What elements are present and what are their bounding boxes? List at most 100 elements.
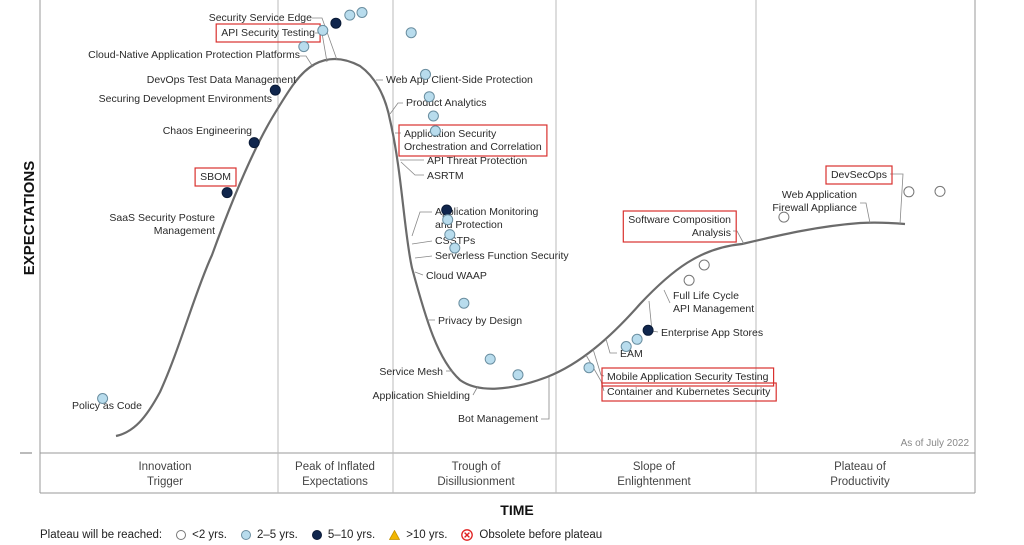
connector-full-life-cycle-api-management: [663, 289, 671, 304]
y-axis-title: EXPECTATIONS: [21, 161, 38, 275]
point-container-and-kubernetes-security: [620, 341, 632, 352]
phase-4-line2: Enlightenment: [617, 476, 691, 488]
legend-item-lt2: <2 yrs.: [176, 529, 227, 541]
phase-1-line1: Innovation: [138, 461, 191, 473]
connector-cloud-native-application-protection-platforms: [300, 55, 314, 68]
label-api-security-testing: API Security Testing: [221, 27, 315, 39]
as-of-note: As of July 2022: [901, 438, 970, 449]
label-chaos-engineering: Chaos Engineering: [163, 125, 252, 137]
point-policy-as-code: [97, 393, 109, 404]
connector-security-service-edge: [312, 17, 338, 61]
point-cloud-native-application-protection-platforms: [330, 17, 342, 29]
label-policy-as-code: Policy as Code: [72, 400, 142, 412]
red-x-circle-icon: [461, 529, 474, 541]
label-container-and-kubernetes-security: Container and Kubernetes Security: [607, 386, 771, 398]
connector-mobile-application-security-testing: [592, 348, 605, 377]
label-asrtm: ASRTM: [427, 170, 464, 182]
connector-api-security-testing: [315, 32, 328, 63]
legend-label-5to10: 5–10 yrs.: [327, 529, 376, 541]
point-chaos-engineering: [269, 84, 281, 96]
point-cloud-waap: [449, 242, 461, 254]
label-full-life-cycle-api-management: Full Life Cycle API Management: [673, 290, 754, 315]
point-asrtm: [429, 125, 441, 137]
point-application-security-orchestration-and-correlation: [423, 91, 435, 103]
point-mobile-application-security-testing: [631, 333, 643, 345]
dark-blue-circle-icon: [311, 530, 322, 540]
point-web-app-client-side-protection: [405, 27, 417, 39]
phase-1-line2: Trigger: [147, 476, 183, 488]
point-enterprise-app-stores: [683, 274, 695, 286]
point-application-monitoring-and-protection: [441, 204, 453, 216]
label-security-service-edge: Security Service Edge: [209, 12, 312, 24]
legend-item-gt10: >10 yrs.: [389, 529, 447, 541]
label-devops-test-data-management: DevOps Test Data Management: [147, 74, 296, 86]
light-blue-circle-icon: [240, 530, 251, 540]
connector-devsecops: [890, 173, 904, 225]
point-product-analytics: [420, 68, 431, 80]
label-connectors: [300, 17, 904, 420]
highlight-box-sbom: [194, 167, 237, 187]
label-service-mesh: Service Mesh: [379, 366, 443, 378]
connector-web-application-firewall-appliance: [860, 202, 871, 224]
point-web-application-firewall-appliance: [903, 186, 915, 198]
connector-application-shielding: [472, 385, 479, 396]
label-bot-management: Bot Management: [458, 413, 538, 425]
technology-points: [97, 7, 946, 404]
highlight-box-software-composition-analysis: [622, 210, 737, 243]
point-api-security-testing: [344, 9, 356, 21]
phase-5-line2: Productivity: [830, 476, 890, 488]
point-saas-security-posture-management: [221, 187, 233, 199]
legend-label-gt10: >10 yrs.: [406, 529, 448, 541]
phase-2-line1: Peak of Inflated: [295, 461, 375, 473]
point-privacy-by-design: [458, 297, 470, 309]
label-cloud-native-application-protection-platforms: Cloud-Native Application Protection Plat…: [88, 49, 300, 61]
point-application-shielding: [512, 369, 524, 381]
legend-label-obsolete: Obsolete before plateau: [479, 529, 603, 541]
x-axis-title: TIME: [500, 502, 533, 518]
label-devsecops: DevSecOps: [831, 169, 887, 181]
phase-3-line2: Disillusionment: [437, 476, 515, 488]
connector-software-composition-analysis: [733, 230, 745, 245]
label-serverless-function-security: Serverless Function Security: [435, 250, 569, 262]
point-bot-management: [583, 362, 595, 374]
phase-5-line1: Plateau of: [834, 461, 887, 473]
legend-item-5to10: 5–10 yrs.: [311, 529, 376, 541]
connector-serverless-function-security: [414, 255, 433, 259]
highlight-box-container-and-kubernetes-security: [601, 382, 777, 402]
label-web-application-firewall-appliance: Web Application Firewall Appliance: [772, 189, 857, 214]
point-api-threat-protection: [427, 110, 439, 122]
legend-title: Plateau will be reached:: [40, 529, 163, 541]
legend-label-2to5: 2–5 yrs.: [256, 529, 298, 541]
point-security-service-edge: [356, 7, 368, 18]
highlight-box-devsecops: [825, 165, 893, 185]
open-circle-icon: [176, 530, 187, 540]
phase-4-line1: Slope of: [633, 461, 676, 473]
legend-label-lt2: <2 yrs.: [192, 529, 227, 541]
highlight-box-application-security-orchestration-and-correlation: [398, 124, 548, 157]
label-product-analytics: Product Analytics: [406, 97, 487, 109]
connector-eam: [605, 338, 617, 354]
label-sbom: SBOM: [200, 171, 231, 183]
point-software-composition-analysis: [778, 211, 790, 223]
point-full-life-cycle-api-management: [698, 259, 710, 271]
label-web-app-client-side-protection: Web App Client-Side Protection: [386, 74, 533, 86]
point-sbom: [248, 137, 260, 149]
label-cloud-waap: Cloud WAAP: [426, 270, 487, 282]
label-enterprise-app-stores: Enterprise App Stores: [661, 327, 763, 339]
label-application-security-orchestration-and-correlation: Application Security Orchestration and Co…: [404, 128, 542, 153]
legend-item-obsolete: Obsolete before plateau: [461, 529, 602, 541]
phase-2-line2: Expectations: [302, 476, 368, 488]
technology-labels: Policy as Code SaaS Security Posture Manag…: [72, 12, 893, 425]
phase-labels: Innovation Trigger Peak of Inflated Expe…: [138, 461, 890, 488]
point-devsecops: [934, 185, 946, 197]
label-api-threat-protection: API Threat Protection: [427, 155, 527, 167]
connector-bot-management: [541, 377, 550, 420]
chart-frame: [20, 0, 976, 494]
label-privacy-by-design: Privacy by Design: [438, 315, 522, 327]
highlight-box-mobile-application-security-testing: [601, 367, 775, 387]
connector-product-analytics: [389, 102, 403, 115]
connector-csstps: [411, 240, 433, 245]
label-mobile-application-security-testing: Mobile Application Security Testing: [607, 371, 769, 383]
point-serverless-function-security: [444, 229, 456, 241]
